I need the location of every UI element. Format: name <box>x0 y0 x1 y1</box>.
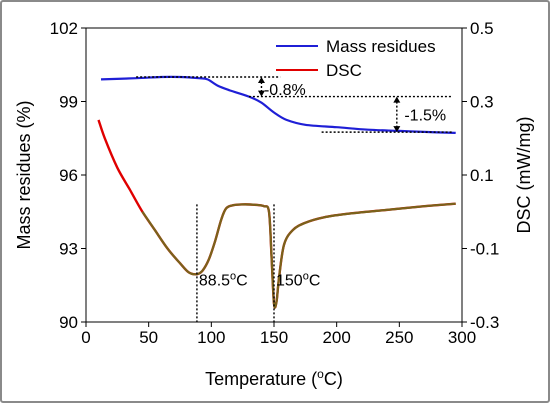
series-line-dsc-overlay <box>141 202 456 309</box>
x-axis-title-sup: o <box>317 367 324 381</box>
y-tick-label: 90 <box>59 313 78 332</box>
mass-loss-label-2: -1.5% <box>404 107 446 124</box>
y2-axis-title: DSC (mW/mg) <box>514 117 534 234</box>
legend-label-dsc: DSC <box>326 61 362 80</box>
mass-loss-arrow-2-head-bottom <box>393 126 401 133</box>
legend-label-mass-residues: Mass residues <box>326 37 436 56</box>
mass-loss-arrow-2-head-top <box>393 96 401 103</box>
series-line-mass-residues <box>100 75 456 134</box>
mass-loss-label-1: -0.8% <box>264 82 306 99</box>
x-tick-label: 100 <box>197 328 225 347</box>
peak-2-label-value: 150 <box>276 272 303 289</box>
y-tick-label: 93 <box>59 240 78 259</box>
x-axis-title-suffix: C) <box>324 369 343 389</box>
y2-tick-label: -0.1 <box>470 240 499 259</box>
y-tick-label: 99 <box>59 93 78 112</box>
x-axis-ticks: 0 50 100 150 200 250 300 <box>81 322 476 347</box>
series-group <box>97 75 456 309</box>
y2-axis-ticks: 0.5 0.3 0.1 -0.1 -0.3 <box>462 19 499 332</box>
mass-loss-arrow-1-head-top <box>257 77 265 83</box>
x-axis-title-prefix: Temperature ( <box>205 369 317 389</box>
peak-2-label-sup: o <box>303 270 309 282</box>
y2-tick-label: 0.1 <box>470 166 494 185</box>
mass-loss-arrow-1-head-bottom <box>257 90 265 97</box>
x-tick-label: 300 <box>448 328 476 347</box>
y2-tick-label: -0.3 <box>470 313 499 332</box>
peak-1-label-sup: o <box>230 270 236 282</box>
peak-1-label-unit: C <box>236 272 248 289</box>
y-tick-label: 102 <box>50 19 78 38</box>
x-tick-label: 0 <box>81 328 90 347</box>
x-tick-label: 150 <box>260 328 288 347</box>
peak-1-label: 88.5oC <box>199 270 248 289</box>
y2-tick-label: 0.3 <box>470 93 494 112</box>
peak-1-label-value: 88.5 <box>199 272 230 289</box>
peak-2-label-unit: C <box>309 272 321 289</box>
legend: Mass residues DSC <box>276 37 436 80</box>
x-tick-label: 50 <box>139 328 158 347</box>
y-axis-ticks: 102 99 96 93 90 <box>50 19 86 332</box>
x-axis-title: Temperature (oC) <box>205 367 343 389</box>
x-tick-label: 250 <box>385 328 413 347</box>
x-tick-label: 200 <box>322 328 350 347</box>
y2-tick-label: 0.5 <box>470 19 494 38</box>
peak-2-label: 150oC <box>276 270 320 289</box>
annotations-group: -0.8%-1.5%88.5oC 150oC <box>136 76 452 322</box>
y-axis-title: Mass residues (%) <box>14 100 34 249</box>
y-tick-label: 96 <box>59 166 78 185</box>
